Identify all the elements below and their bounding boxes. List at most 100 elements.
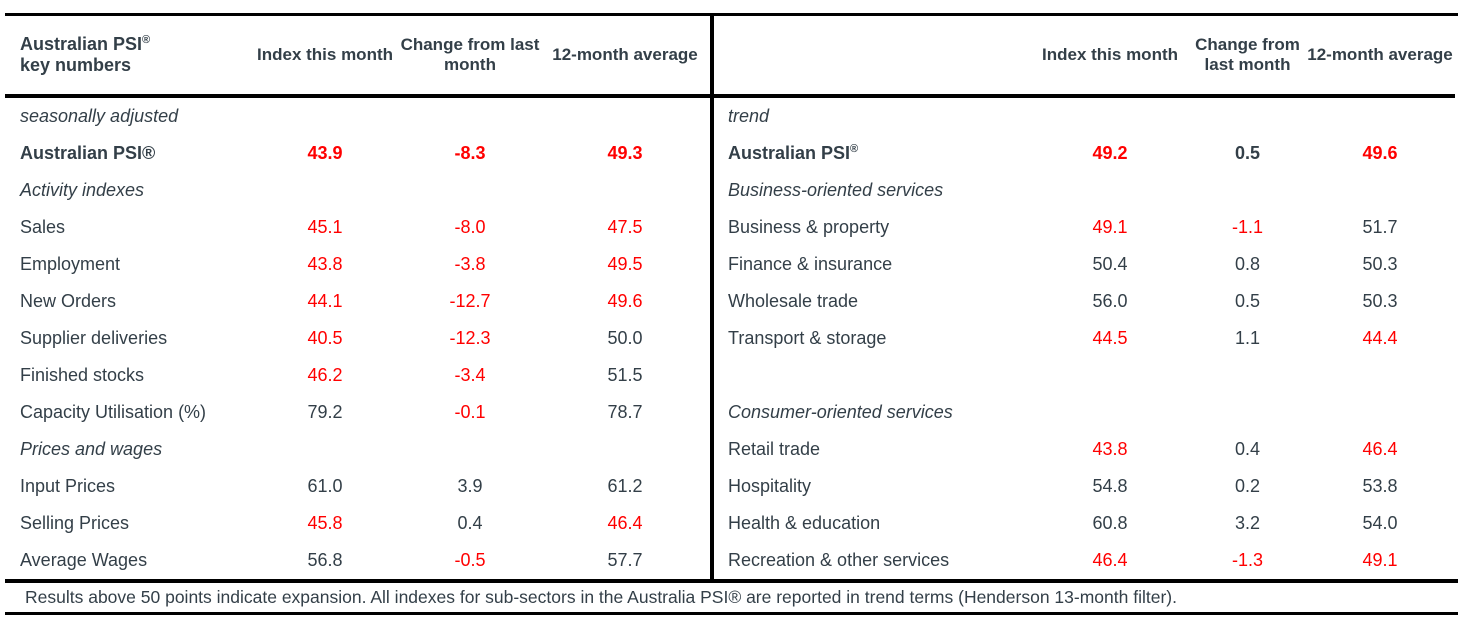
- cell-value: 79.2: [307, 402, 343, 422]
- cell-value: 53.8: [1362, 476, 1398, 496]
- cell-value: 60.8: [1092, 513, 1128, 533]
- cell-value: 49.1: [1092, 217, 1128, 237]
- row-label: Prices and wages: [20, 439, 163, 459]
- row-label: trend: [728, 106, 770, 126]
- table-main: Australian PSI® key numbers Index this m…: [5, 13, 1458, 579]
- cell-value: 44.5: [1092, 328, 1128, 348]
- cell-value: 46.2: [307, 365, 343, 385]
- table-row: Activity indexes: [5, 172, 710, 209]
- cell-value: 0.5: [1234, 291, 1261, 311]
- title-line-2: key numbers: [20, 55, 132, 75]
- cell-value: 50.0: [607, 328, 643, 348]
- cell-value: 0.4: [1234, 439, 1261, 459]
- cell-value: 50.3: [1362, 291, 1398, 311]
- cell-value: -3.4: [454, 365, 486, 385]
- row-label: Average Wages: [20, 550, 148, 570]
- right-table-body: trend Australian PSI® 49.2 0.5 49.6 Business-…: [714, 98, 1455, 579]
- cell-value: -1.3: [1231, 550, 1264, 570]
- cell-value: 56.0: [1092, 291, 1128, 311]
- cell-value: -12.3: [449, 328, 491, 348]
- column-header-index-this-month: Index this month: [257, 44, 393, 64]
- cell-value: 45.8: [307, 513, 343, 533]
- table-row: Health & education 60.8 3.2 54.0: [714, 505, 1455, 542]
- footnote: Results above 50 points indicate expansi…: [5, 579, 1458, 615]
- cell-value: -12.7: [449, 291, 491, 311]
- cell-value: 56.8: [307, 550, 343, 570]
- cell-value: 43.9: [307, 143, 343, 163]
- cell-value: 45.1: [307, 217, 343, 237]
- row-label: Business & property: [728, 217, 890, 237]
- row-label: Capacity Utilisation (%): [20, 402, 207, 422]
- column-header-12-month-average: 12-month average: [1307, 44, 1453, 64]
- left-table-body: seasonally adjusted Australian PSI® 43.9 -8…: [5, 98, 710, 579]
- row-label: Finished stocks: [20, 365, 145, 385]
- cell-value: 78.7: [607, 402, 643, 422]
- column-header-change-from-last-month: Change from last month: [1195, 34, 1300, 74]
- row-label: Sales: [20, 217, 66, 237]
- row-label: Recreation & other services: [728, 550, 950, 570]
- cell-value: 47.5: [607, 217, 643, 237]
- table-row: [714, 357, 1455, 394]
- right-table: Index this month Change from last month …: [710, 16, 1455, 579]
- cell-value: 49.6: [607, 291, 643, 311]
- table-row: Retail trade 43.8 0.4 46.4: [714, 431, 1455, 468]
- table-row: Selling Prices 45.8 0.4 46.4: [5, 505, 710, 542]
- cell-value: 3.9: [457, 476, 483, 496]
- row-label: Employment: [20, 254, 121, 274]
- cell-value: 57.7: [607, 550, 643, 570]
- row-label: New Orders: [20, 291, 117, 311]
- table-row: New Orders 44.1 -12.7 49.6: [5, 283, 710, 320]
- cell-value: 51.7: [1362, 217, 1398, 237]
- cell-value: 46.4: [607, 513, 643, 533]
- table-row: seasonally adjusted: [5, 98, 710, 135]
- cell-value: -8.3: [454, 143, 486, 163]
- cell-value: -0.5: [454, 550, 486, 570]
- cell-value: 49.1: [1362, 550, 1398, 570]
- registered-mark: ®: [142, 33, 151, 46]
- cell-value: 49.5: [607, 254, 643, 274]
- cell-value: 51.5: [607, 365, 643, 385]
- cell-value: 49.6: [1362, 143, 1398, 163]
- cell-value: 50.4: [1092, 254, 1128, 274]
- cell-value: 46.4: [1092, 550, 1128, 570]
- cell-value: 54.8: [1092, 476, 1128, 496]
- table-row: Finance & insurance 50.4 0.8 50.3: [714, 246, 1455, 283]
- cell-value: 50.3: [1362, 254, 1398, 274]
- column-header-index-this-month: Index this month: [1042, 44, 1178, 64]
- table-row: trend: [714, 98, 1455, 135]
- table-row: Capacity Utilisation (%) 79.2 -0.1 78.7: [5, 394, 710, 431]
- row-label: Supplier deliveries: [20, 328, 168, 348]
- left-table: Australian PSI® key numbers Index this m…: [5, 16, 710, 579]
- table-row: Consumer-oriented services: [714, 394, 1455, 431]
- cell-value: -0.1: [454, 402, 486, 422]
- cell-value: 0.4: [457, 513, 483, 533]
- table-row: Hospitality 54.8 0.2 53.8: [714, 468, 1455, 505]
- cell-value: 43.8: [307, 254, 343, 274]
- table-row: Australian PSI® 49.2 0.5 49.6: [714, 135, 1455, 172]
- cell-value: 61.2: [607, 476, 643, 496]
- row-label: Retail trade: [728, 439, 821, 459]
- row-label: seasonally adjusted: [20, 106, 179, 126]
- table-wrap: Australian PSI® key numbers Index this m…: [5, 13, 1458, 615]
- table-row: Business-oriented services: [714, 172, 1455, 209]
- table-row: Business & property 49.1 -1.1 51.7: [714, 209, 1455, 246]
- table-row: Employment 43.8 -3.8 49.5: [5, 246, 710, 283]
- cell-value: -3.8: [454, 254, 486, 274]
- row-label: Health & education: [728, 513, 881, 533]
- cell-value: 54.0: [1362, 513, 1398, 533]
- cell-value: -1.1: [1231, 217, 1264, 237]
- cell-value: 3.2: [1234, 513, 1261, 533]
- row-label: Australian PSI®: [728, 143, 859, 163]
- cell-value: 49.3: [607, 143, 643, 163]
- cell-value: 0.5: [1234, 143, 1261, 163]
- cell-value: 40.5: [307, 328, 343, 348]
- cell-value: 0.2: [1234, 476, 1261, 496]
- table-row: Finished stocks 46.2 -3.4 51.5: [5, 357, 710, 394]
- row-label: Transport & storage: [728, 328, 887, 348]
- row-label: Australian PSI®: [20, 143, 156, 163]
- cell-value: 43.8: [1092, 439, 1128, 459]
- row-label: Finance & insurance: [728, 254, 893, 274]
- table-row: Supplier deliveries 40.5 -12.3 50.0: [5, 320, 710, 357]
- title-line-1: Australian PSI®: [20, 33, 151, 54]
